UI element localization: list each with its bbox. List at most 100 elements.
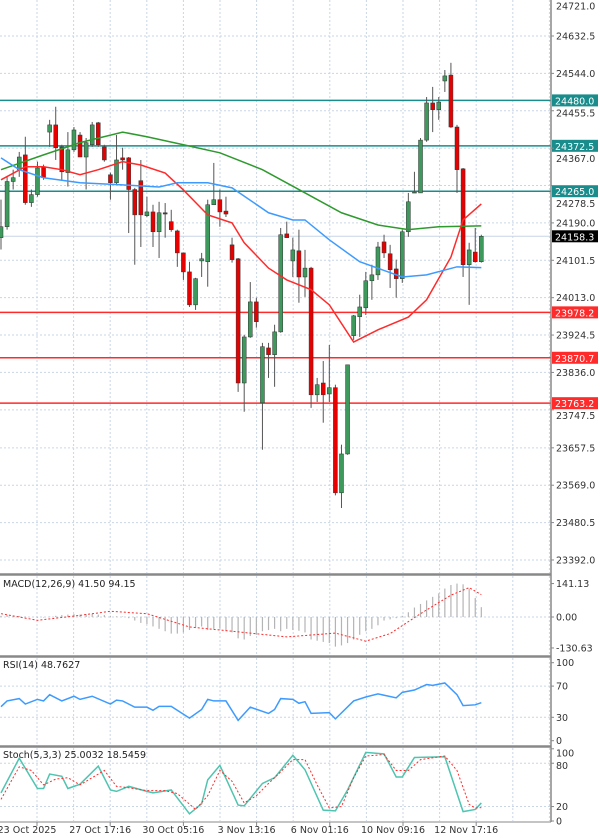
moving-average-line-1	[0, 131, 482, 231]
candle-bullish	[327, 387, 332, 395]
candle-bullish	[211, 199, 217, 205]
candle-bearish	[381, 241, 387, 254]
price-level-badge	[552, 185, 598, 198]
candle-bullish	[83, 142, 89, 158]
candle-bearish	[320, 382, 326, 396]
candle-bearish	[472, 251, 478, 263]
candle-bullish	[272, 331, 277, 355]
candle-bullish	[114, 159, 119, 184]
candle-bullish	[65, 149, 71, 173]
candle-bullish	[479, 236, 484, 263]
price-tick-label: 24632.5	[556, 31, 595, 42]
price-tick-label: 23657.5	[556, 443, 595, 454]
panel-frame	[0, 0, 552, 823]
candle-bearish	[150, 211, 156, 233]
candle-bullish	[89, 124, 95, 146]
candle-bullish	[363, 280, 369, 309]
candle-bearish	[430, 102, 435, 110]
candle-bullish	[248, 301, 253, 338]
candle-bullish	[400, 231, 405, 279]
candle-bearish	[138, 180, 144, 216]
candle-bullish	[442, 75, 448, 82]
price-level-badge	[552, 306, 598, 319]
price-level-label: 23763.2	[555, 399, 594, 410]
candle-bullish	[71, 129, 77, 151]
candle-bearish	[235, 258, 241, 384]
grid	[0, 0, 551, 821]
price-level-label: 24265.0	[555, 187, 594, 198]
candle-bullish	[0, 226, 4, 238]
candle-bullish	[205, 204, 210, 263]
candle-bearish	[448, 74, 454, 128]
candle-bullish	[302, 267, 308, 278]
candle-bearish	[108, 174, 113, 184]
candle-bullish	[314, 384, 320, 396]
time-tick-label: 10 Nov 09:16	[361, 825, 425, 836]
candles	[0, 62, 484, 509]
candle-bearish	[284, 233, 290, 238]
stoch-title: Stoch(5,3,3) 25.0032 18.5459	[3, 750, 146, 761]
candle-bearish	[120, 157, 125, 161]
candle-bullish	[406, 201, 411, 233]
candle-bullish	[241, 336, 247, 384]
stoch-tick-label: 80	[556, 761, 568, 772]
candle-bearish	[266, 347, 271, 355]
current-price-badge	[552, 230, 598, 243]
price-tick-label: 23836.0	[556, 368, 595, 379]
candle-bullish	[375, 246, 381, 276]
price-level-label: 24480.0	[555, 96, 594, 107]
candle-bearish	[296, 250, 302, 278]
horizontal-levels	[0, 99, 551, 404]
candle-bullish	[29, 194, 34, 203]
candle-bullish	[260, 346, 265, 404]
rsi-tick-label: 30	[556, 713, 568, 724]
stoch-tick-label: 0	[556, 817, 562, 828]
macd-title: MACD(12,26,9) 41.50 94.15	[3, 579, 136, 590]
price-tick-label: 24190.0	[556, 218, 595, 229]
candle-bullish	[418, 139, 423, 194]
candle-bullish	[351, 315, 356, 336]
moving-average-line-2	[0, 160, 482, 343]
candle-bearish	[175, 230, 180, 254]
price-tick-label: 24721.0	[556, 2, 595, 13]
candle-bearish	[333, 387, 338, 494]
candle-bullish	[199, 258, 204, 262]
time-tick-label: 30 Oct 05:16	[142, 825, 204, 836]
candle-bearish	[229, 244, 235, 260]
rsi-tick-label: 100	[556, 658, 574, 669]
candle-bearish	[132, 189, 138, 216]
candle-bullish	[357, 306, 362, 317]
candle-bearish	[217, 199, 223, 213]
candle-bullish	[156, 212, 162, 233]
candle-bearish	[102, 146, 107, 161]
candle-bearish	[254, 301, 259, 322]
candle-bullish	[10, 177, 16, 182]
rsi-tick-label: 0	[556, 736, 562, 747]
candle-bearish	[181, 252, 186, 273]
price-tick-label: 23747.5	[556, 411, 595, 422]
time-axis: 23 Oct 2025 27 Oct 17:16 30 Oct 05:16 3 Nov…	[0, 822, 498, 836]
rsi-line	[0, 682, 482, 722]
price-axis: 24480.0 24372.5 24265.0 23978.2 23870.7 23763…	[551, 2, 598, 828]
macd-tick-label: -130.63	[556, 643, 593, 654]
candle-bullish	[345, 364, 350, 455]
price-tick-label: 24367.0	[556, 154, 595, 165]
candle-bearish	[223, 210, 229, 215]
moving-averages	[0, 131, 482, 343]
time-tick-label: 3 Nov 13:16	[218, 825, 276, 836]
stoch-tick-label: 100	[556, 749, 574, 760]
current-price-label: 24158.3	[555, 232, 594, 243]
price-level-label: 23978.2	[555, 308, 594, 319]
price-tick-label: 23392.0	[556, 555, 595, 566]
candle-bullish	[339, 453, 344, 494]
candle-bearish	[162, 212, 168, 215]
macd-tick-label: 0.00	[556, 613, 577, 624]
candle-bearish	[168, 221, 174, 230]
candle-bearish	[59, 146, 65, 173]
price-tick-label: 23569.0	[556, 481, 595, 492]
price-tick-label: 23924.5	[556, 331, 595, 342]
candle-bullish	[4, 181, 10, 227]
stoch-signal-line	[0, 754, 482, 811]
price-level-label: 24372.5	[555, 142, 594, 153]
